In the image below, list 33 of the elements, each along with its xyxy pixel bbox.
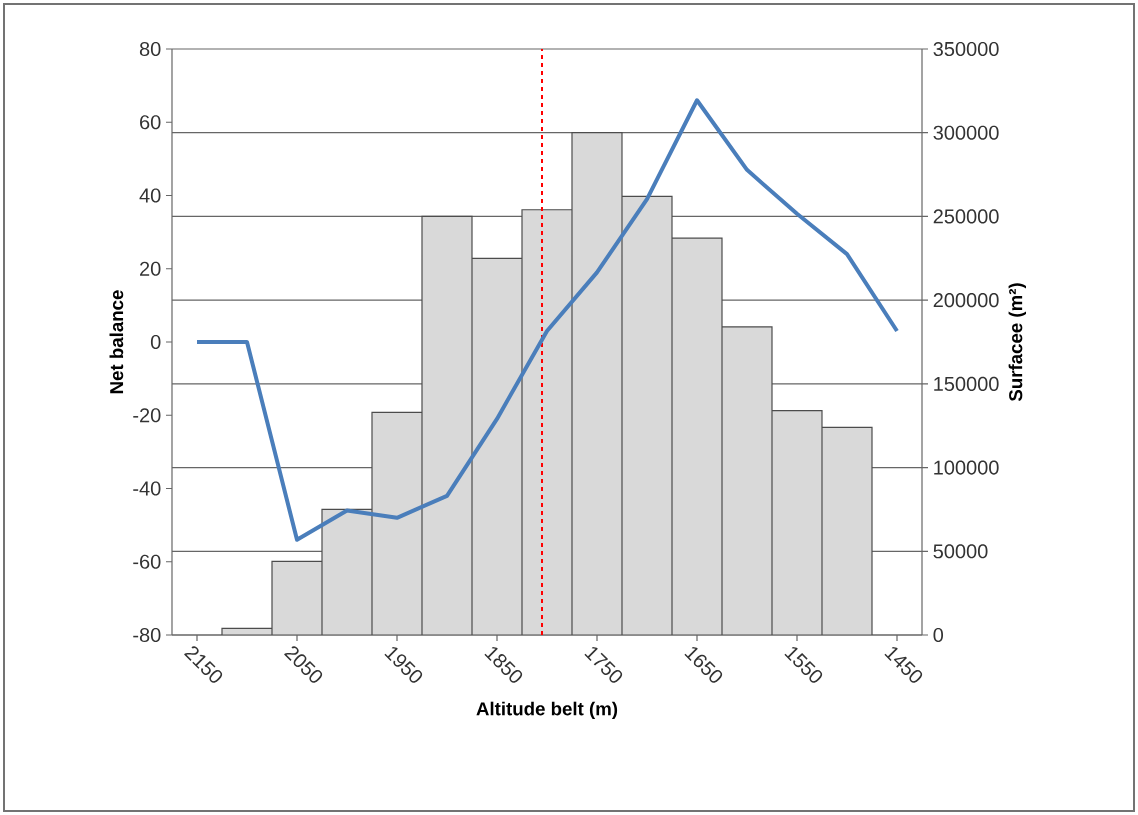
bar bbox=[821, 426, 873, 635]
y-tick-label: 20 bbox=[140, 261, 161, 276]
bar bbox=[622, 196, 672, 635]
y-tick-label: -40 bbox=[133, 481, 161, 496]
bar bbox=[372, 412, 422, 635]
y-tick-label: 60 bbox=[140, 115, 161, 130]
bar bbox=[322, 509, 372, 635]
y2-tick-label: 200000 bbox=[933, 293, 999, 308]
bar bbox=[572, 132, 622, 635]
y2-tick-label: 50000 bbox=[933, 544, 988, 559]
bar bbox=[421, 216, 472, 635]
y-axis-title: Net balance bbox=[109, 290, 124, 394]
bar bbox=[522, 209, 572, 635]
bar bbox=[672, 238, 722, 635]
y-tick-label: 0 bbox=[150, 334, 161, 350]
y2-axis-title: Surfacee (m²) bbox=[1008, 283, 1026, 402]
bar bbox=[472, 258, 522, 635]
y-tick-label: 40 bbox=[139, 188, 161, 203]
line-series bbox=[194, 98, 899, 542]
y-tick-label: 80 bbox=[139, 41, 161, 57]
y2-tick-label: 250000 bbox=[933, 209, 999, 224]
y2-tick-label: 300000 bbox=[933, 125, 999, 140]
bar bbox=[272, 561, 322, 635]
bar bbox=[772, 410, 822, 635]
y2-tick-label: 150000 bbox=[934, 376, 999, 391]
y2-tick-label: 350000 bbox=[933, 41, 999, 57]
x-axis-title: Altitude belt (m) bbox=[476, 701, 618, 720]
y-tick-label: -80 bbox=[133, 627, 161, 643]
y-tick-label: -20 bbox=[133, 408, 161, 423]
y2-tick-label: 0 bbox=[933, 627, 944, 643]
y2-tick-label: 100000 bbox=[934, 460, 999, 475]
y-tick-label: -60 bbox=[133, 554, 161, 569]
bar bbox=[722, 326, 772, 635]
